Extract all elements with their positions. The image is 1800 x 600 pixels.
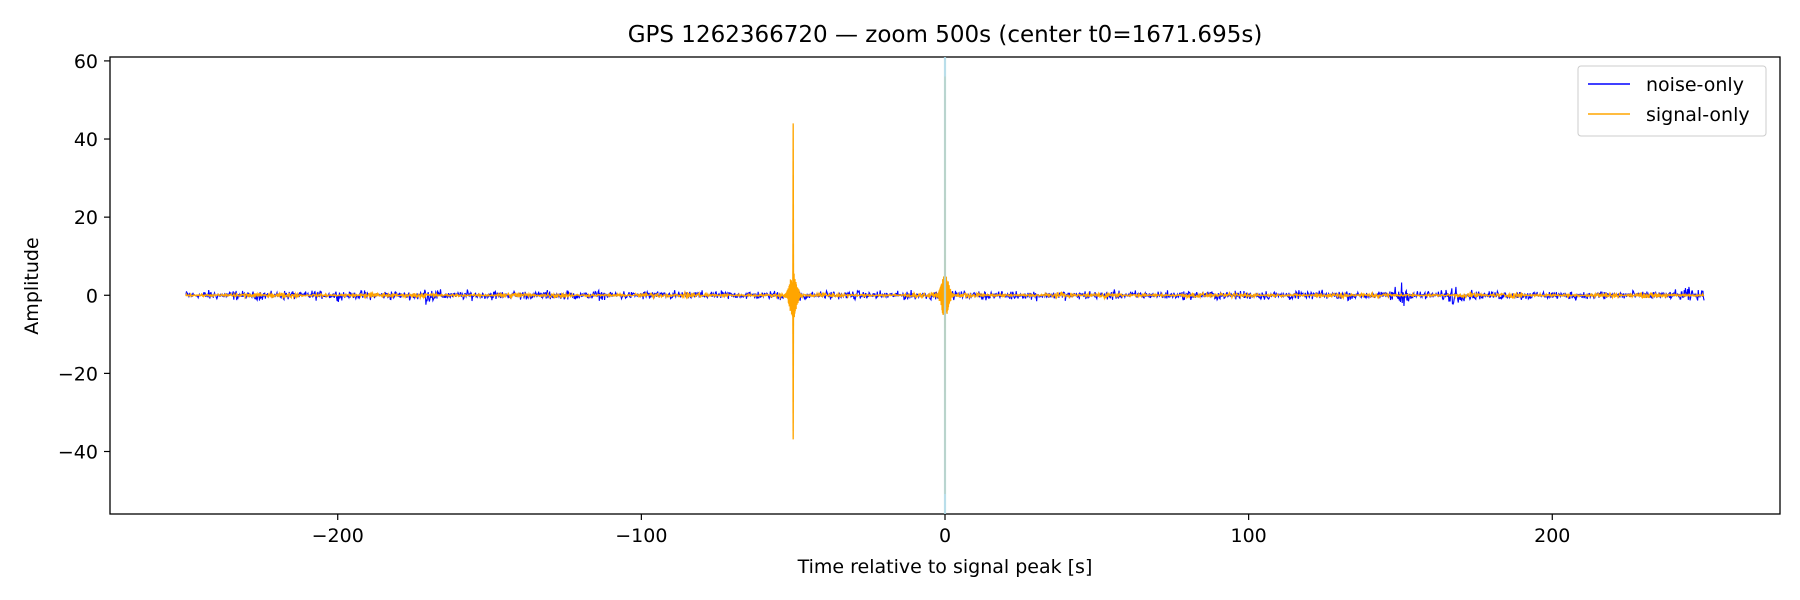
- y-axis-label: Amplitude: [21, 237, 43, 334]
- y-axis: −40 −20 0 20 40 60: [58, 51, 110, 464]
- x-tick-label: −200: [312, 525, 364, 547]
- chart-title: GPS 1262366720 — zoom 500s (center t0=16…: [628, 22, 1263, 48]
- x-tick-label: 0: [939, 525, 951, 547]
- signal-spike-envelope: [783, 273, 803, 318]
- legend-label-noise-only: noise-only: [1646, 74, 1744, 96]
- x-tick-label: 200: [1534, 525, 1570, 547]
- legend-label-signal-only: signal-only: [1646, 104, 1750, 126]
- y-tick-label: 40: [74, 129, 98, 151]
- y-tick-label: −20: [58, 363, 98, 385]
- y-tick-label: −40: [58, 442, 98, 464]
- x-axis: −200 −100 0 100 200: [312, 514, 1570, 547]
- x-tick-label: 100: [1231, 525, 1267, 547]
- x-tick-label: −100: [615, 525, 667, 547]
- y-tick-label: 60: [74, 51, 98, 73]
- legend: noise-only signal-only: [1577, 65, 1767, 137]
- y-tick-label: 0: [86, 285, 98, 307]
- y-tick-label: 20: [74, 207, 98, 229]
- series-layer: [185, 57, 1705, 514]
- x-axis-label: Time relative to signal peak [s]: [797, 556, 1093, 578]
